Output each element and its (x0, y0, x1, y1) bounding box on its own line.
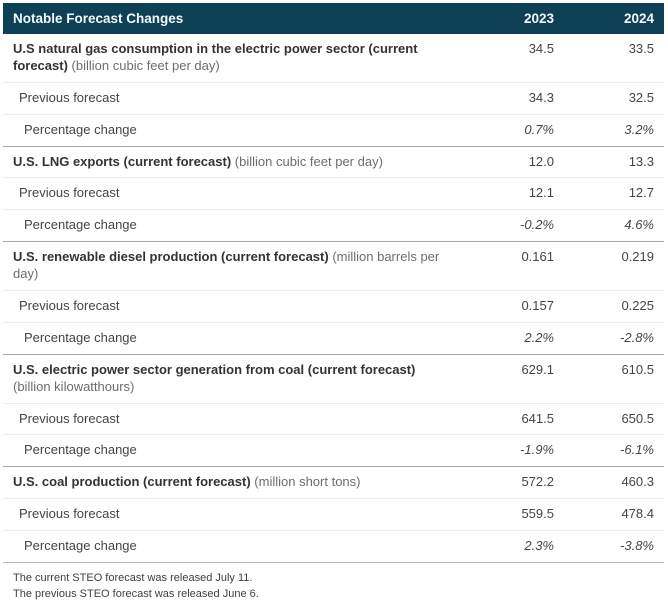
forecast-changes-table: Notable Forecast Changes 2023 2024 U.S n… (3, 3, 664, 610)
column-header-2024: 2024 (623, 11, 654, 26)
percentage-change-label: Percentage change (24, 329, 137, 345)
metric-label-cell: U.S. coal production (current forecast) … (13, 474, 454, 491)
metric-label-cell: U.S natural gas consumption in the elect… (13, 41, 454, 75)
previous-value-2023: 559.5 (521, 506, 554, 522)
metric-label-cell: U.S. LNG exports (current forecast) (bil… (13, 154, 454, 171)
percentage-value-2023: -1.9% (520, 442, 554, 458)
current-value-2023: 34.5 (528, 41, 554, 56)
table-header-row: Notable Forecast Changes 2023 2024 (3, 3, 664, 34)
metric-label: U.S natural gas consumption in the elect… (13, 41, 418, 73)
previous-forecast-row: Previous forecast 559.5 478.4 (3, 498, 664, 531)
metric-label-cell: U.S. renewable diesel production (curren… (13, 249, 454, 283)
current-value-2024: 33.5 (628, 41, 654, 56)
current-value-2023: 629.1 (521, 361, 554, 377)
percentage-change-row: Percentage change -0.2% 4.6% (3, 209, 664, 242)
percentage-change-row: Percentage change 2.3% -3.8% (3, 530, 664, 563)
metric-label: U.S. LNG exports (current forecast) (13, 153, 232, 169)
previous-value-2024: 650.5 (621, 410, 654, 426)
forecast-section: U.S natural gas consumption in the elect… (3, 34, 664, 146)
current-value-2024: 0.219 (621, 249, 654, 265)
percentage-change-label: Percentage change (24, 538, 137, 554)
previous-forecast-row: Previous forecast 641.5 650.5 (3, 402, 664, 435)
current-value-2024: 460.3 (621, 474, 654, 490)
metric-unit: (billion kilowatthours) (13, 378, 135, 394)
previous-forecast-label: Previous forecast (19, 185, 120, 201)
percentage-change-label: Percentage change (24, 442, 137, 458)
metric-label: U.S. electric power sector generation fr… (13, 361, 416, 377)
percentage-value-2024: -2.8% (620, 329, 654, 345)
percentage-change-row: Percentage change -1.9% -6.1% (3, 434, 664, 467)
current-forecast-row: U.S. LNG exports (current forecast) (bil… (3, 145, 664, 178)
previous-forecast-label: Previous forecast (19, 410, 120, 426)
percentage-value-2024: -3.8% (620, 538, 654, 554)
forecast-section: U.S. renewable diesel production (curren… (3, 241, 664, 354)
previous-forecast-label: Previous forecast (19, 298, 120, 314)
forecast-section: U.S. electric power sector generation fr… (3, 353, 664, 467)
current-forecast-row: U.S. renewable diesel production (curren… (3, 241, 664, 291)
percentage-change-row: Percentage change 2.2% -2.8% (3, 321, 664, 354)
column-header-2023: 2023 (523, 11, 554, 26)
metric-label-cell: U.S. electric power sector generation fr… (13, 362, 454, 396)
previous-forecast-label: Previous forecast (19, 89, 120, 105)
previous-forecast-row: Previous forecast 34.3 32.5 (3, 81, 664, 114)
table-title: Notable Forecast Changes (13, 11, 184, 26)
current-value-2024: 610.5 (621, 361, 654, 377)
current-value-2023: 0.161 (521, 249, 554, 265)
percentage-value-2023: 0.7% (524, 121, 554, 137)
current-value-2024: 13.3 (628, 153, 654, 169)
percentage-value-2024: 3.2% (624, 121, 654, 137)
previous-forecast-row: Previous forecast 0.157 0.225 (3, 290, 664, 322)
forecast-table-page: Notable Forecast Changes 2023 2024 U.S n… (3, 3, 664, 601)
table-footnotes: The current STEO forecast was released J… (3, 562, 664, 610)
previous-value-2023: 0.157 (521, 298, 554, 314)
percentage-value-2023: 2.3% (524, 538, 554, 554)
percentage-change-label: Percentage change (24, 121, 137, 137)
percentage-value-2023: 2.2% (524, 329, 554, 345)
forecast-section: U.S. coal production (current forecast) … (3, 466, 664, 563)
previous-forecast-row: Previous forecast 12.1 12.7 (3, 177, 664, 210)
metric-unit: (billion cubic feet per day) (234, 153, 383, 169)
percentage-value-2024: -6.1% (620, 442, 654, 458)
table-body: U.S natural gas consumption in the elect… (3, 34, 664, 563)
current-forecast-row: U.S. electric power sector generation fr… (3, 353, 664, 403)
current-forecast-row: U.S natural gas consumption in the elect… (3, 34, 664, 82)
previous-forecast-label: Previous forecast (19, 506, 120, 522)
previous-value-2023: 12.1 (528, 185, 554, 201)
percentage-value-2023: -0.2% (520, 217, 554, 233)
previous-value-2024: 12.7 (628, 185, 654, 201)
percentage-change-label: Percentage change (24, 217, 137, 233)
footnote-current-release: The current STEO forecast was released J… (13, 572, 253, 585)
current-value-2023: 572.2 (521, 474, 554, 490)
previous-value-2024: 32.5 (628, 89, 654, 105)
metric-label: U.S. renewable diesel production (curren… (13, 249, 329, 265)
forecast-section: U.S. LNG exports (current forecast) (bil… (3, 145, 664, 242)
metric-unit: (billion cubic feet per day) (71, 57, 220, 73)
percentage-change-row: Percentage change 0.7% 3.2% (3, 113, 664, 146)
metric-unit: (million barrels per day) (13, 249, 440, 282)
previous-value-2023: 34.3 (528, 89, 554, 105)
previous-value-2023: 641.5 (521, 410, 554, 426)
current-value-2023: 12.0 (528, 153, 554, 169)
percentage-value-2024: 4.6% (624, 217, 654, 233)
previous-value-2024: 0.225 (621, 298, 654, 314)
metric-unit: (million short tons) (254, 474, 361, 490)
metric-label: U.S. coal production (current forecast) (13, 474, 251, 490)
previous-value-2024: 478.4 (621, 506, 654, 522)
current-forecast-row: U.S. coal production (current forecast) … (3, 466, 664, 499)
